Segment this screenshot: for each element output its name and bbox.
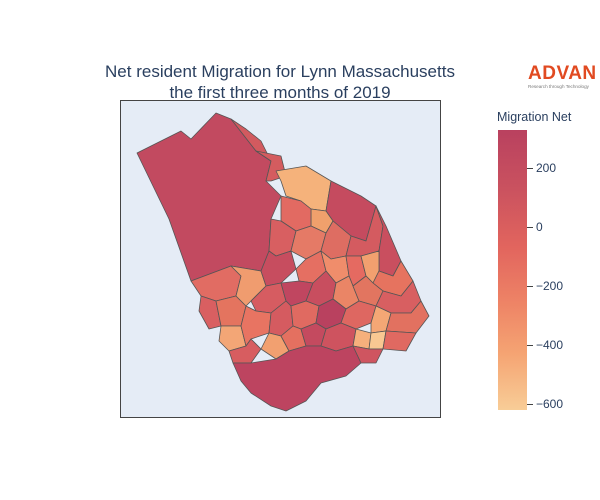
colorbar-tick-mark bbox=[527, 345, 533, 347]
map-region bbox=[136, 112, 282, 282]
colorbar-tick-mark bbox=[527, 286, 533, 288]
colorbar-tick-mark bbox=[527, 168, 533, 170]
colorbar-tick-mark bbox=[527, 227, 533, 229]
map-region bbox=[382, 330, 417, 352]
map-region bbox=[352, 328, 372, 350]
colorbar-tick-label: −600 bbox=[536, 397, 564, 412]
colorbar-tick-label: 0 bbox=[536, 220, 543, 235]
logo-tagline: Research through Technology bbox=[528, 84, 589, 89]
map-region bbox=[352, 345, 384, 364]
map-title-line-1: Net resident Migration for Lynn Massachu… bbox=[105, 62, 455, 81]
map-plot-area[interactable] bbox=[120, 100, 441, 418]
colorbar bbox=[498, 130, 527, 410]
advan-logo: ADVAN Research through Technology bbox=[528, 64, 598, 90]
colorbar-title: Migration Net bbox=[497, 110, 572, 124]
map-title-line-2: the first three months of 2019 bbox=[169, 83, 391, 102]
colorbar-tick-label: −400 bbox=[536, 338, 564, 353]
choropleth-map[interactable] bbox=[121, 101, 442, 419]
logo-wordmark: ADVAN bbox=[528, 63, 597, 84]
colorbar-tick-label: −200 bbox=[536, 279, 564, 294]
colorbar-tick-label: 200 bbox=[536, 161, 557, 176]
map-region bbox=[198, 295, 222, 330]
map-region bbox=[230, 118, 272, 162]
colorbar-tick-mark bbox=[527, 404, 533, 406]
